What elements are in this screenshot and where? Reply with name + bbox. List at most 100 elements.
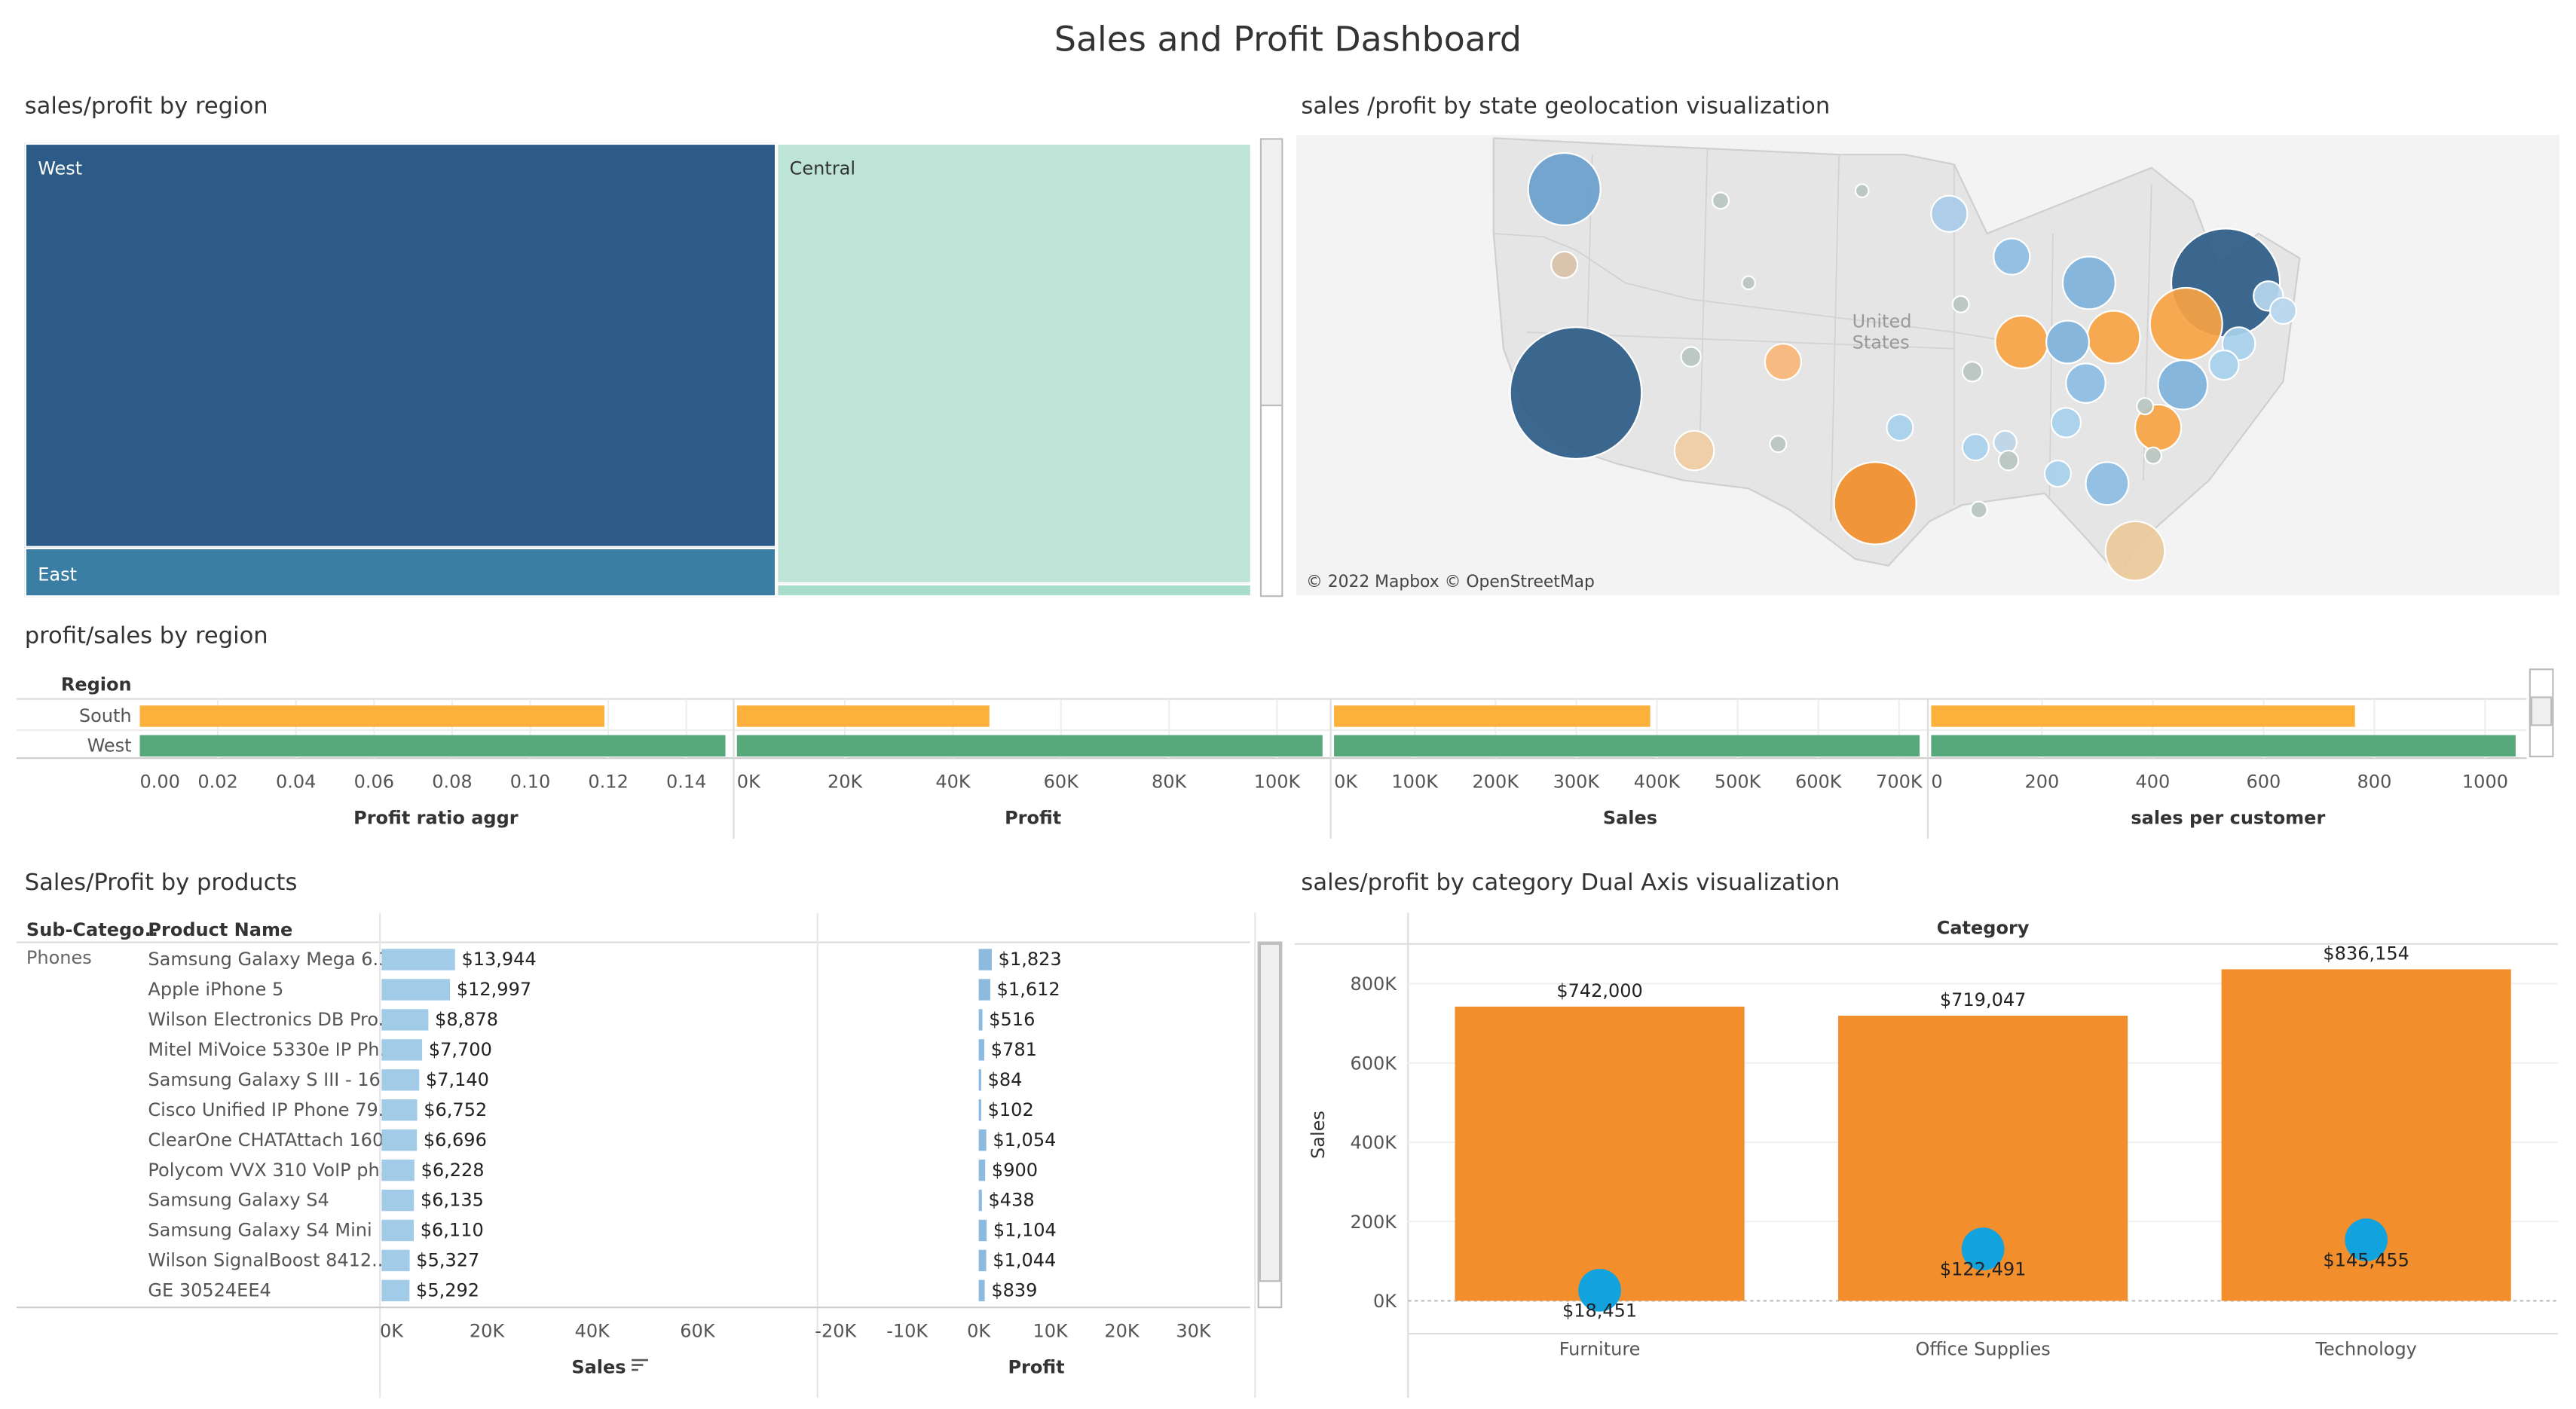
region-tick-label: 0 (1931, 771, 1942, 792)
product-name: Wilson SignalBoost 8412.. (148, 1250, 383, 1271)
map-bubble[interactable] (1854, 183, 1870, 199)
map-bubble[interactable] (1930, 194, 1969, 233)
map-bubble[interactable] (2136, 397, 2155, 416)
map-bubble[interactable] (1769, 435, 1788, 454)
product-sales-bar[interactable] (381, 1249, 410, 1272)
product-sales-bar[interactable] (381, 1159, 415, 1181)
map-attribution: © 2022 Mapbox © OpenStreetMap (1306, 573, 1595, 591)
products-chart[interactable]: Sub-Catego..Product Name Phones Samsung Ga… (0, 904, 1291, 1398)
map-bubble[interactable] (1961, 361, 1984, 383)
map-bubble[interactable] (1764, 343, 1803, 381)
state-map[interactable]: United States © 2022 Mapbox © OpenStreetM… (1296, 134, 2560, 596)
region-bar-west[interactable] (139, 735, 726, 756)
treemap-cell-south[interactable] (776, 583, 1252, 598)
map-bubble[interactable] (2104, 520, 2166, 582)
product-profit-bar[interactable] (978, 1219, 987, 1242)
product-profit-bar[interactable] (978, 1099, 981, 1121)
product-sales-bar[interactable] (381, 949, 455, 970)
map-bubble[interactable] (1673, 429, 1715, 472)
map-bubble[interactable] (2269, 296, 2298, 326)
map-bubble[interactable] (2144, 446, 2163, 465)
category-dual-axis-chart[interactable]: Category 0K 200K 400K 600K 800K Sales $742,000 $… (1294, 904, 2562, 1398)
sort-icon[interactable] (632, 1359, 648, 1371)
map-bubble[interactable] (2086, 310, 2141, 365)
map-bubble[interactable] (1711, 191, 1730, 210)
map-bubble[interactable] (1509, 326, 1643, 460)
region-tick-label: 20K (828, 771, 864, 792)
region-bar-south[interactable] (1931, 705, 2355, 727)
product-sales-bar[interactable] (381, 979, 451, 1001)
map-bubble[interactable] (1527, 151, 1602, 227)
product-sales-bar[interactable] (381, 1009, 429, 1031)
treemap-scrollbar-thumb[interactable] (1262, 139, 1282, 407)
product-sales-bar[interactable] (381, 1069, 420, 1091)
product-profit-label: $438 (989, 1190, 1035, 1211)
treemap-cell-east[interactable]: East (24, 547, 777, 598)
product-profit-bar[interactable] (978, 1009, 983, 1031)
region-tick-label: 0K (737, 771, 761, 792)
region-bar-south[interactable] (1334, 705, 1651, 727)
product-sales-bar[interactable] (381, 1129, 418, 1151)
category-profit-label: $122,491 (1940, 1259, 2027, 1280)
region-bar-south[interactable] (139, 705, 604, 727)
category-profit-dot[interactable] (2345, 1218, 2388, 1261)
product-sales-label: $7,140 (426, 1069, 489, 1090)
category-sales-bar[interactable] (1455, 1006, 1745, 1301)
product-sales-bar[interactable] (381, 1219, 415, 1242)
region-bar-south[interactable] (736, 705, 990, 727)
map-bubble[interactable] (1994, 314, 2049, 369)
map-bubble[interactable] (2045, 319, 2090, 365)
product-profit-label: $1,104 (993, 1220, 1057, 1241)
region-bar-west[interactable] (1931, 735, 2516, 756)
map-bubble[interactable] (2085, 461, 2130, 506)
product-sales-bar[interactable] (381, 1099, 418, 1121)
products-sales-tick: 0K (380, 1320, 404, 1341)
product-sales-bar[interactable] (381, 1189, 415, 1212)
map-bubble[interactable] (2043, 460, 2072, 488)
product-profit-bar[interactable] (978, 1129, 987, 1151)
product-profit-bar[interactable] (978, 1159, 986, 1181)
map-bubble[interactable] (2065, 362, 2106, 404)
map-bubble[interactable] (1741, 275, 1756, 291)
region-bar-west[interactable] (736, 735, 1323, 756)
map-bubble[interactable] (1680, 346, 1702, 368)
map-bubble[interactable] (2157, 359, 2209, 411)
region-treemap[interactable]: West East Central (24, 142, 1252, 598)
map-bubbles[interactable] (1509, 151, 2298, 582)
map-bubble[interactable] (2050, 407, 2082, 439)
region-bar-chart[interactable]: Region South West 0.00 0.02 0.04 0.06 0.08 0.10 0… (0, 658, 2576, 847)
map-bubble[interactable] (1969, 500, 1988, 519)
region-scrollbar-thumb[interactable] (2530, 696, 2553, 726)
map-bubble[interactable] (1961, 433, 1990, 462)
product-profit-bar[interactable] (978, 1189, 982, 1212)
category-profit-dot[interactable] (1961, 1227, 2005, 1270)
products-scrollbar-thumb[interactable] (1259, 943, 1281, 1282)
map-bubble[interactable] (2061, 255, 2116, 310)
treemap-cell-central[interactable]: Central (776, 142, 1252, 584)
product-profit-bar[interactable] (978, 1249, 987, 1272)
product-sales-bar[interactable] (381, 1279, 410, 1302)
product-profit-bar[interactable] (978, 1069, 981, 1091)
map-bubble[interactable] (2149, 286, 2223, 362)
product-profit-bar[interactable] (978, 979, 990, 1001)
product-profit-bar[interactable] (978, 1279, 985, 1302)
map-bubble[interactable] (1951, 295, 1970, 313)
product-sales-bar[interactable] (381, 1039, 423, 1061)
map-bubble[interactable] (1993, 237, 2031, 276)
product-profit-label: $1,612 (997, 979, 1060, 1000)
region-bar-west[interactable] (1334, 735, 1920, 756)
product-name: Samsung Galaxy S III - 16.. (148, 1069, 392, 1090)
map-bubble[interactable] (1833, 461, 1917, 546)
region-row-label: West (87, 735, 132, 756)
map-bubble[interactable] (1997, 449, 2020, 472)
map-bubble[interactable] (1550, 250, 1579, 279)
category-profit-dot[interactable] (1578, 1268, 1621, 1312)
product-profit-bar[interactable] (978, 949, 992, 970)
map-bubble[interactable] (1886, 413, 1914, 442)
treemap-cell-west[interactable]: West (24, 142, 777, 548)
map-bubble[interactable] (2208, 349, 2240, 381)
products-profit-tick: 20K (1104, 1320, 1140, 1341)
product-profit-bar[interactable] (978, 1039, 985, 1061)
treemap-scrollbar[interactable] (1259, 138, 1283, 598)
product-profit-label: $1,044 (993, 1250, 1056, 1271)
